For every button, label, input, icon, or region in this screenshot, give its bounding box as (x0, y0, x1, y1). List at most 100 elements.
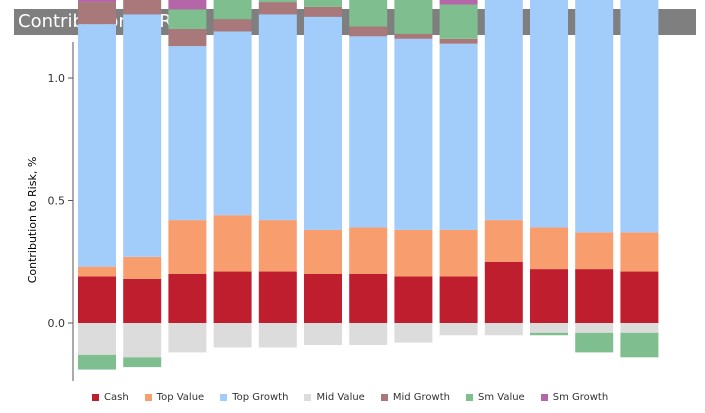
bar-cash-1 (78, 276, 116, 323)
bar-mid-growth-4 (213, 19, 252, 32)
bar-cash-8 (394, 276, 433, 323)
bar-cash-2 (123, 278, 162, 323)
bar-top-growth-10 (484, 0, 523, 221)
bar-mid-value-2 (123, 323, 162, 358)
bar-top-growth-6 (304, 16, 342, 230)
legend-label-sm-growth: Sm Growth (552, 391, 609, 403)
y-tick-label: 0.0 (48, 317, 66, 330)
bar-cash-12 (575, 269, 614, 323)
bar-mid-value-1 (78, 323, 116, 355)
bar-top-value-11 (530, 227, 568, 270)
bar-top-growth-12 (575, 0, 614, 233)
y-ticks: 0.00.51.01.52.0 (48, 72, 73, 330)
legend-swatch-mid-growth (380, 393, 388, 401)
bar-top-value-9 (439, 229, 478, 277)
bar-cash-10 (484, 261, 523, 323)
y-tick-label: 1.0 (48, 72, 66, 85)
legend-item-mid-value: Mid Value (304, 391, 365, 403)
bar-mid-growth-7 (349, 26, 388, 37)
bar-mid-value-9 (439, 323, 478, 336)
legend-item-top-value: Top Value (144, 391, 205, 403)
bar-top-value-7 (349, 227, 388, 274)
bar-top-growth-5 (258, 14, 297, 221)
bar-sm-value-2 (123, 357, 162, 368)
y-tick-label: 0.5 (48, 195, 66, 208)
bar-top-growth-2 (123, 14, 162, 257)
bar-sm-value-12 (575, 332, 614, 353)
bar-mid-value-8 (394, 323, 433, 343)
legend-label-cash: Cash (104, 391, 129, 403)
bar-mid-growth-1 (78, 2, 116, 25)
bar-mid-value-4 (213, 323, 252, 348)
bar-sm-value-6 (304, 0, 342, 7)
bars-layer (78, 0, 659, 370)
bar-sm-value-7 (349, 0, 388, 27)
legend-item-sm-growth: Sm Growth (540, 391, 609, 403)
bar-mid-growth-2 (123, 0, 162, 15)
bar-cash-4 (213, 271, 252, 323)
bar-mid-value-3 (168, 323, 207, 353)
legend-item-sm-value: Sm Value (465, 391, 525, 403)
bar-top-value-3 (168, 220, 207, 274)
legend-label-top-growth: Top Growth (232, 391, 289, 403)
bar-mid-value-11 (530, 323, 568, 333)
bar-top-value-10 (484, 220, 523, 262)
bar-top-growth-11 (530, 0, 568, 228)
bar-top-value-12 (575, 232, 614, 270)
legend-item-mid-growth: Mid Growth (380, 392, 450, 403)
bar-cash-3 (168, 274, 207, 323)
bar-top-growth-4 (213, 31, 252, 216)
legend-swatch-mid-value (304, 393, 312, 401)
bar-mid-value-10 (484, 323, 523, 336)
bar-sm-growth-9 (439, 0, 478, 5)
bar-cash-5 (258, 271, 297, 323)
bar-cash-11 (530, 269, 568, 323)
bar-sm-value-11 (530, 332, 568, 336)
y-axis-title: Contribution to Risk, % (26, 157, 39, 284)
legend-swatch-cash (92, 393, 99, 401)
bar-mid-growth-8 (394, 33, 433, 39)
legend-item-cash: Cash (92, 392, 129, 403)
bar-cash-6 (304, 274, 342, 323)
bar-mid-value-5 (258, 323, 297, 348)
bar-top-value-13 (620, 232, 659, 272)
bar-sm-value-5 (258, 0, 297, 3)
bar-sm-value-8 (394, 0, 433, 34)
bar-cash-7 (349, 274, 388, 323)
bar-cash-9 (439, 276, 478, 323)
bar-mid-value-12 (575, 323, 614, 333)
legend-item-top-growth: Top Growth (220, 392, 288, 403)
legend-label-top-value: Top Value (156, 391, 205, 403)
bar-top-growth-8 (394, 38, 433, 230)
legend-swatch-sm-value (465, 393, 473, 401)
bar-top-growth-1 (78, 24, 116, 267)
bar-mid-growth-6 (304, 6, 342, 17)
bar-top-growth-13 (620, 0, 659, 233)
bar-mid-value-7 (349, 323, 388, 346)
bar-sm-value-9 (439, 4, 478, 39)
bar-sm-value-3 (168, 9, 207, 29)
bar-sm-growth-1 (78, 0, 116, 3)
bar-top-value-4 (213, 215, 252, 272)
bar-top-value-1 (78, 266, 116, 277)
legend: Cash Top Value Top Growth Mid Value Mid Grow… (92, 390, 624, 404)
legend-label-mid-value: Mid Value (316, 391, 365, 403)
bar-top-growth-3 (168, 46, 207, 221)
bar-top-value-8 (394, 229, 433, 277)
bar-sm-value-1 (78, 354, 116, 370)
bar-top-value-5 (258, 220, 297, 272)
bar-top-value-2 (123, 256, 162, 279)
legend-swatch-top-growth (220, 393, 228, 401)
bar-top-growth-9 (439, 43, 478, 230)
legend-swatch-sm-growth (540, 393, 548, 401)
bar-sm-growth-3 (168, 0, 207, 10)
bar-mid-value-13 (620, 323, 659, 333)
bar-sm-value-13 (620, 332, 659, 358)
bar-top-value-6 (304, 229, 342, 274)
bar-mid-growth-3 (168, 29, 207, 47)
legend-swatch-top-value (144, 393, 152, 401)
bar-cash-13 (620, 271, 659, 323)
bar-top-growth-7 (349, 36, 388, 228)
legend-label-sm-value: Sm Value (477, 391, 525, 403)
